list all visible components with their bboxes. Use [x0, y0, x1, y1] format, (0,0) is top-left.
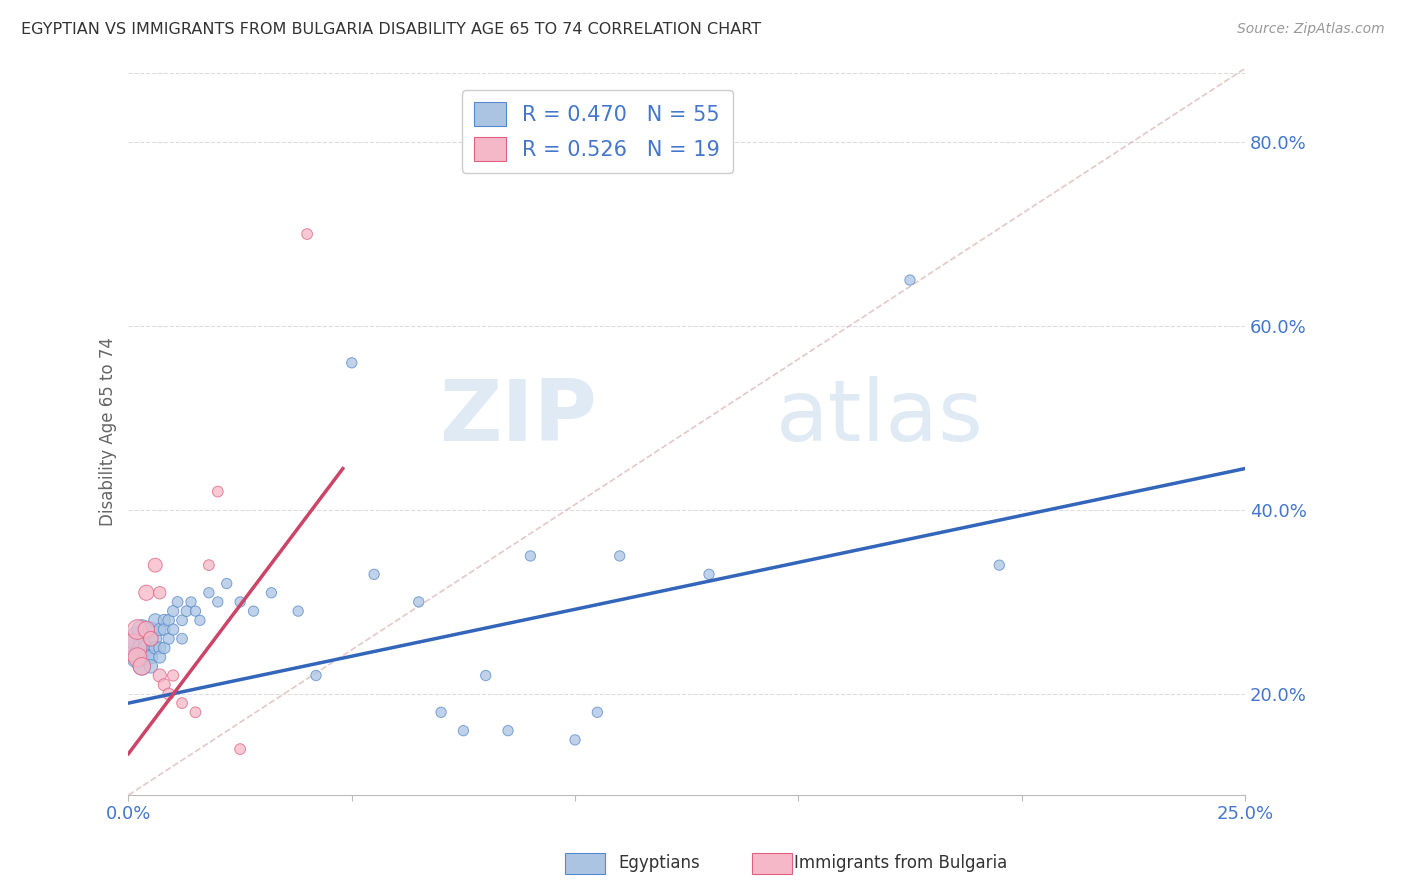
Point [229, 595, 252, 609]
Point [127, 650, 149, 665]
Point [127, 650, 149, 665]
Point [135, 586, 157, 600]
Point [143, 640, 166, 655]
Point [260, 586, 283, 600]
Point [474, 668, 496, 682]
Point [162, 604, 184, 618]
Text: atlas: atlas [776, 376, 984, 458]
Point [184, 706, 207, 720]
Point [135, 623, 157, 637]
Point [131, 659, 153, 673]
Point [519, 549, 541, 563]
Point [170, 613, 193, 627]
Point [139, 659, 162, 673]
Point [340, 356, 363, 370]
Point [198, 558, 221, 573]
Point [157, 632, 180, 646]
Point [898, 273, 921, 287]
Text: Immigrants from Bulgaria: Immigrants from Bulgaria [794, 855, 1008, 872]
Point [453, 723, 475, 738]
Point [430, 706, 453, 720]
Point [149, 586, 172, 600]
Point [153, 623, 176, 637]
Point [988, 558, 1011, 573]
Point [122, 640, 145, 655]
Point [162, 668, 184, 682]
Point [564, 732, 586, 747]
Point [157, 613, 180, 627]
Text: EGYPTIAN VS IMMIGRANTS FROM BULGARIA DISABILITY AGE 65 TO 74 CORRELATION CHART: EGYPTIAN VS IMMIGRANTS FROM BULGARIA DIS… [21, 22, 761, 37]
Point [408, 595, 430, 609]
Point [127, 623, 149, 637]
Point [143, 558, 166, 573]
Point [131, 623, 153, 637]
Point [496, 723, 519, 738]
Point [139, 632, 162, 646]
Y-axis label: Disability Age 65 to 74: Disability Age 65 to 74 [100, 337, 117, 526]
Point [242, 604, 264, 618]
Point [131, 659, 153, 673]
Point [170, 632, 193, 646]
Point [207, 595, 229, 609]
Point [143, 632, 166, 646]
Point [295, 227, 318, 241]
Point [215, 576, 238, 591]
Point [162, 623, 184, 637]
Point [229, 742, 252, 756]
Point [153, 678, 176, 692]
Point [135, 632, 157, 646]
Point [127, 632, 149, 646]
Text: Source: ZipAtlas.com: Source: ZipAtlas.com [1237, 22, 1385, 37]
Point [180, 595, 202, 609]
Point [139, 632, 162, 646]
Point [135, 650, 157, 665]
Point [170, 696, 193, 710]
Text: Egyptians: Egyptians [619, 855, 700, 872]
Point [198, 586, 221, 600]
Point [176, 604, 198, 618]
Point [143, 613, 166, 627]
Point [149, 640, 172, 655]
Legend: R = 0.470   N = 55, R = 0.526   N = 19: R = 0.470 N = 55, R = 0.526 N = 19 [463, 90, 733, 173]
Point [139, 623, 162, 637]
Point [149, 668, 172, 682]
Point [363, 567, 385, 582]
Point [586, 706, 609, 720]
Point [135, 640, 157, 655]
Point [207, 484, 229, 499]
Point [188, 613, 211, 627]
Point [122, 640, 145, 655]
Point [184, 604, 207, 618]
Point [697, 567, 720, 582]
Text: ZIP: ZIP [440, 376, 598, 458]
Point [153, 640, 176, 655]
Point [131, 640, 153, 655]
Point [139, 650, 162, 665]
Point [609, 549, 631, 563]
Point [157, 687, 180, 701]
Point [287, 604, 309, 618]
Point [149, 650, 172, 665]
Point [305, 668, 328, 682]
Point [153, 613, 176, 627]
Point [166, 595, 188, 609]
Point [149, 623, 172, 637]
